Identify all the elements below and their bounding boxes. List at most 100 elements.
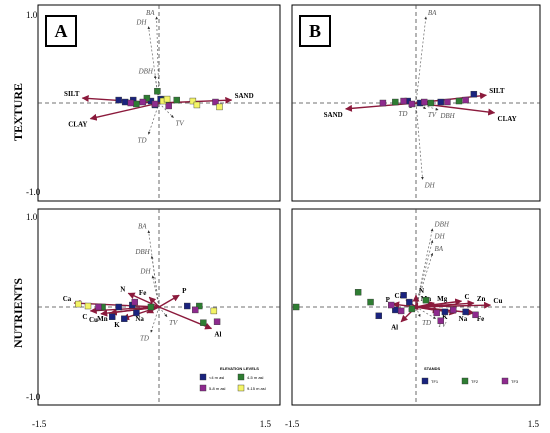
structure-vector [415,240,434,308]
environment-vector-label: Al [391,324,398,332]
sample-point [121,315,128,322]
structure-vector-label: DH [135,19,147,27]
sample-point [392,98,399,106]
sample-point [379,99,387,107]
sample-point [75,300,82,308]
structure-vector-label: DBH [434,221,450,229]
sample-point [133,100,140,108]
environment-vector-label: Na [459,315,468,323]
sample-point [441,308,449,316]
legend-title: STANDS [424,366,440,371]
environment-vector [158,294,180,308]
sample-point [421,98,428,106]
environment-vector-label: Mn [97,315,108,323]
environment-vector-label: K [442,313,448,321]
sample-point [375,312,382,320]
y-tick-top-row2: 1.0 [26,212,38,222]
environment-vector-label: C [464,293,469,301]
structure-vector [150,255,160,308]
legend-swatch [199,373,207,381]
legend-title: ELEVATION LEVELS [220,366,259,371]
sample-point [133,309,140,317]
sample-point [427,99,435,107]
structure-vector-label: BA [435,245,444,253]
environment-vector-label: Al [214,331,221,339]
structure-vector-label: TD [398,110,407,118]
environment-vector-label: Cu [89,316,98,324]
sample-point [127,99,134,107]
structure-vector [415,228,434,308]
structure-vector-label: TV [438,321,447,329]
panel-letter-box [45,15,77,47]
legend-label: TF2 [471,379,479,384]
panel-a-nutrients: BA DBH DH TV TD Ca C Cu Mn K N Fe Na P Al ELEVATION LEV… [37,208,281,406]
y-tick-top-row1: 1.0 [26,10,38,20]
sample-point [400,292,407,299]
sample-point [462,308,469,316]
sample-point [470,90,478,98]
environment-vector-label: P [182,287,187,295]
environment-vector-label: Mg [437,295,448,303]
structure-vector-label: TD [138,136,147,144]
sample-point [450,306,457,314]
environment-vector-label: Zn [477,295,486,303]
environment-vector-label: N [120,285,125,293]
legend-swatch [237,373,245,381]
sample-point [163,95,171,103]
panel-b-nutrients: DBHDHBATDTVPCaNMnMgCZnCuKNaFeAlSTANDSTF1… [291,208,541,406]
structure-vector-label: TV [428,111,437,119]
sample-point [444,98,451,106]
sample-point [388,301,395,309]
sample-point [131,298,139,306]
x-tick-right-a: 1.5 [260,419,272,429]
environment-vector [89,102,160,121]
sample-point [173,96,180,104]
environment-vector-label: N [419,287,424,295]
environment-vector-label: Cu [493,297,502,305]
legend-label: 4-5 m asl [247,375,264,380]
sample-point [147,303,155,311]
sample-point [139,98,147,106]
x-tick-left-a: -1.5 [32,419,47,429]
environment-vector-label: P [386,296,391,304]
sample-point [151,100,159,108]
structure-vector-label: TV [169,319,178,327]
environment-vector-label: K [114,321,120,329]
legend-label: 9-15 m asl [247,386,266,391]
structure-vector [415,102,424,180]
structure-vector-label: BA [146,9,155,17]
structure-vector-label: DBH [439,112,455,120]
sample-point [115,96,122,104]
sample-point [154,88,161,95]
sample-point [115,303,122,311]
sample-point [121,98,129,106]
environment-vector-label: Na [135,315,144,323]
sample-point [400,97,407,105]
legend-swatch [237,384,245,392]
environment-vector-label: CLAY [498,115,517,123]
row-label-nutrients: NUTRIENTS [11,278,25,348]
panel-letter-box [299,15,331,47]
x-tick-right-b: 1.5 [528,419,540,429]
structure-vector-label: TD [140,334,149,342]
structure-vector-label: DBH [134,248,150,256]
legend: STANDS TF1 TF2 TF3 [421,366,519,385]
x-tick-left-b: -1.5 [285,419,300,429]
environment-vector-label: SAND [235,92,254,100]
environment-vector-label: Fe [477,315,484,323]
sample-point [210,307,218,315]
row-label-texture: TEXTURE [11,83,25,141]
y-tick-bottom-row1: -1.0 [26,187,41,197]
panel-a-texture: A DH BA DBH TV TD SILT CLAY SAND [37,4,281,202]
structure-vector [147,102,160,135]
sample-point [422,296,430,304]
structure-vector-label: DH [139,268,151,276]
structure-vector [158,102,174,118]
sample-point [462,96,469,104]
structure-vector [151,275,160,308]
structure-vector-label: TV [176,120,185,128]
structure-vector-label: BA [138,223,147,231]
environment-vector-label: C [82,313,87,321]
structure-vector-label: TD [422,319,431,327]
